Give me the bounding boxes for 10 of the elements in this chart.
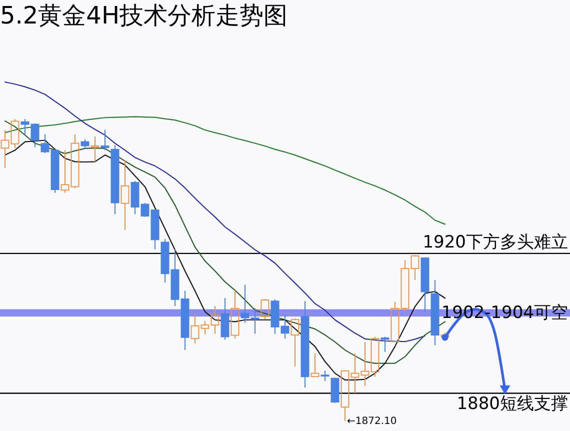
band-label: 1902-1904可空 <box>441 302 568 323</box>
candlestick <box>90 136 100 162</box>
ref-line-label: 1880短线支撑 <box>456 394 568 414</box>
chart-title: 5.2黄金4H技术分析走势图 <box>0 1 288 30</box>
candlestick <box>110 144 120 215</box>
candlestick <box>300 300 310 388</box>
annotation: ←1872.10 <box>347 416 397 427</box>
candlestick <box>120 160 130 230</box>
candlestick <box>430 280 440 346</box>
ref-line-label: 1920下方多头难立 <box>422 232 568 252</box>
